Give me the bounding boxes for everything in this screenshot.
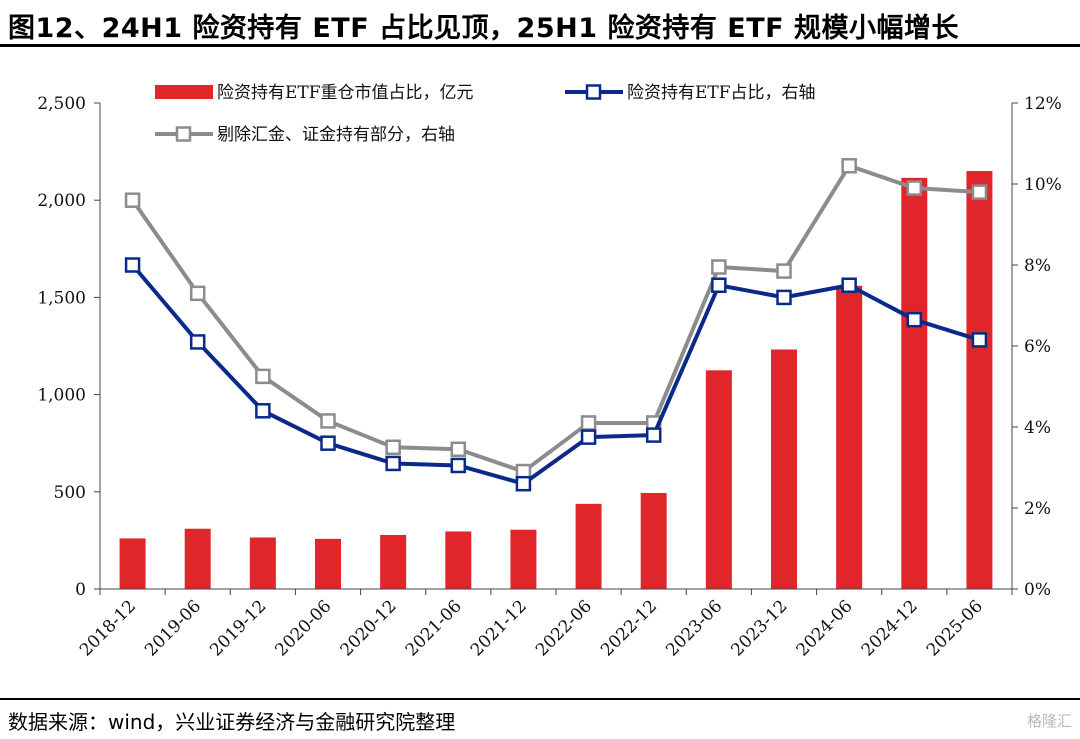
bar: [966, 171, 993, 590]
x-tick-label: 2019-12: [206, 596, 270, 660]
x-tick-label: 2020-06: [271, 596, 335, 660]
line-point: [255, 403, 271, 419]
line-point: [971, 332, 988, 348]
bar: [119, 538, 146, 589]
bar: [575, 503, 602, 589]
right-tick-label: 6%: [1024, 337, 1051, 357]
line-point: [320, 413, 336, 429]
legend-swatch-marker: [175, 126, 192, 142]
line-point: [189, 334, 206, 350]
x-tick-label: 2022-12: [597, 596, 661, 660]
bar: [380, 534, 407, 589]
bar: [836, 285, 863, 589]
bar: [445, 531, 472, 589]
line-point: [776, 263, 792, 279]
source-rule: [0, 698, 1080, 700]
x-tick-label: 2024-12: [858, 596, 922, 660]
x-tick-label: 2023-12: [727, 596, 791, 660]
line-point: [776, 289, 792, 306]
line-point: [385, 439, 401, 455]
x-tick-label: 2024-06: [793, 596, 857, 660]
bar: [901, 177, 928, 589]
bar: [315, 538, 341, 589]
line-point: [189, 285, 206, 302]
left-tick-label: 1,500: [37, 288, 86, 308]
left-tick-label: 0: [75, 580, 86, 600]
bar: [184, 528, 211, 589]
line-point: [580, 415, 597, 431]
x-tick-label: 2018-12: [76, 596, 140, 660]
line-series: [124, 158, 988, 492]
bar: [771, 349, 797, 589]
bar: [640, 492, 667, 589]
right-tick-label: 0%: [1024, 580, 1051, 600]
legend-swatch-marker: [585, 84, 602, 100]
line-point: [971, 184, 988, 200]
x-tick-label: 2020-12: [337, 596, 401, 660]
watermark: 格隆汇: [1026, 712, 1072, 730]
legend-label: 险资持有ETF占比，右轴: [627, 83, 816, 103]
legend-swatch: [155, 85, 213, 99]
x-tick-label: 2023-06: [662, 596, 726, 660]
legend-label: 剔除汇金、证金持有部分，右轴: [217, 125, 455, 145]
right-tick-label: 4%: [1024, 418, 1051, 438]
source-note: 数据来源：wind，兴业证券经济与金融研究院整理: [8, 710, 456, 734]
line-point: [124, 192, 141, 208]
figure-title: 图12、24H1 险资持有 ETF 占比见顶，25H1 险资持有 ETF 规模小…: [8, 13, 959, 44]
series-line: [130, 163, 980, 474]
title-rule: [0, 44, 1080, 47]
right-tick-label: 2%: [1024, 499, 1051, 519]
line-point: [255, 368, 271, 385]
line-point: [711, 277, 727, 293]
right-tick-label: 10%: [1024, 175, 1062, 195]
line-point: [450, 441, 467, 458]
bar-series: [119, 171, 993, 590]
line-point: [906, 311, 923, 328]
line-point: [580, 429, 597, 445]
line-point: [124, 257, 141, 273]
left-tick-label: 500: [54, 483, 86, 503]
line-point: [645, 427, 662, 443]
legend: 险资持有ETF重仓市值占比，亿元 险资持有ETF占比，右轴剔除汇金、证金持有部分，…: [155, 83, 816, 145]
line-point: [841, 158, 857, 174]
axes: [94, 102, 1018, 595]
line-point: [385, 455, 401, 472]
left-tick-label: 2,000: [37, 191, 86, 211]
x-tick-label: 2021-06: [402, 596, 466, 660]
right-tick-label: 8%: [1024, 256, 1051, 276]
line-point: [906, 180, 923, 196]
legend-label: 险资持有ETF重仓市值占比，亿元: [217, 83, 474, 103]
x-tick-label: 2025-06: [923, 596, 987, 660]
right-tick-label: 12%: [1024, 94, 1062, 114]
bar: [510, 529, 537, 589]
bar: [705, 370, 732, 589]
x-tick-label: 2021-12: [467, 596, 531, 660]
line-point: [711, 259, 727, 275]
x-tick-label: 2019-06: [141, 596, 205, 660]
left-tick-label: 2,500: [37, 94, 86, 114]
series-line: [131, 263, 981, 486]
left-tick-label: 1,000: [37, 386, 86, 406]
line-point: [320, 435, 336, 451]
bar: [249, 537, 276, 589]
line-point: [450, 457, 467, 474]
line-point: [841, 277, 857, 293]
x-tick-label: 2022-06: [532, 596, 596, 660]
line-point: [515, 475, 532, 492]
